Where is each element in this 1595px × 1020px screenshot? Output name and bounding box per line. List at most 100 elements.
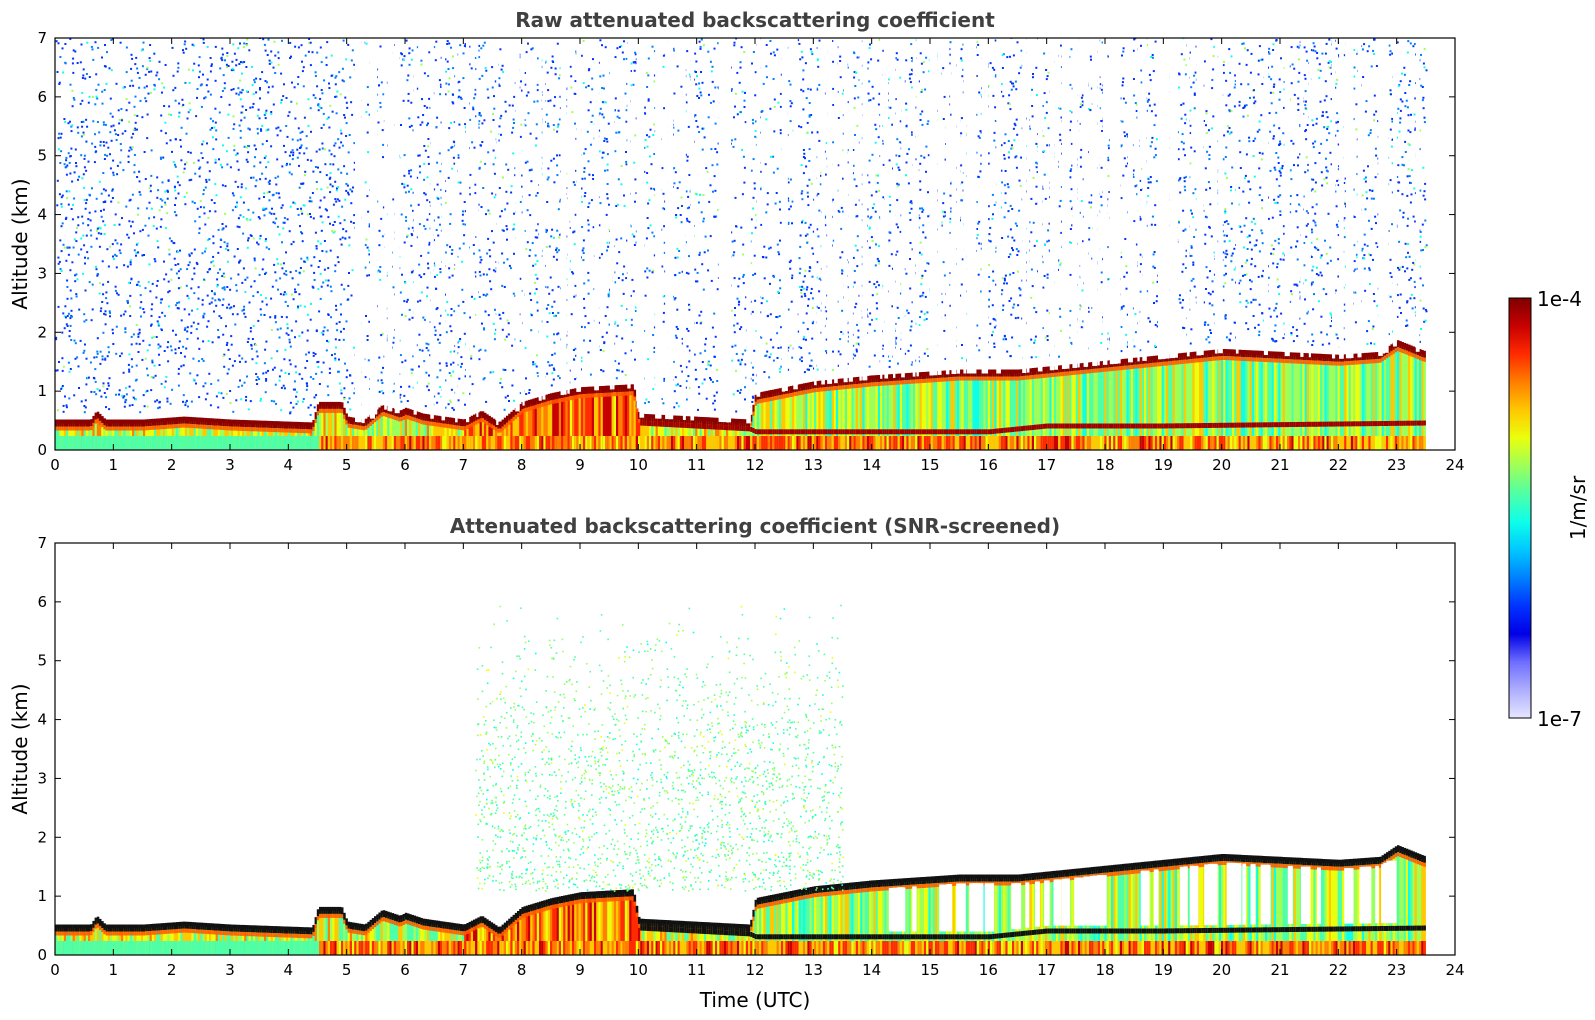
surface-layer-cell — [136, 436, 139, 450]
bl-top-edge — [1117, 366, 1121, 371]
bl-top-edge — [820, 387, 824, 392]
bl-top-edge — [1284, 359, 1288, 364]
surface-layer-cell — [206, 436, 210, 450]
surface-layer-cell — [778, 436, 782, 450]
bl-top-cell — [182, 416, 186, 424]
noise-pixel — [1231, 278, 1234, 281]
surface-layer-cell — [1355, 436, 1358, 450]
noise-pixel — [341, 79, 344, 82]
noise-pixel — [1276, 278, 1279, 281]
noise-pixel — [84, 289, 87, 292]
noise-pixel — [1041, 187, 1044, 190]
noise-pixel — [111, 243, 114, 246]
bl-top-cell — [213, 418, 216, 426]
noise-pixel — [583, 195, 586, 198]
bl-top-edge — [165, 424, 168, 429]
surface-layer-cell — [235, 436, 238, 450]
bl-top-cell — [580, 387, 584, 395]
lower-layer-cell — [979, 429, 982, 435]
noise-pixel — [737, 285, 740, 288]
noise-pixel — [65, 259, 68, 262]
mixed-layer-cell — [1300, 356, 1303, 450]
noise-pixel — [1006, 183, 1009, 186]
mixed-layer-cell — [1075, 367, 1079, 450]
bl-top-edge — [613, 392, 617, 397]
surface-layer-cell — [594, 436, 597, 450]
noise-pixel — [1005, 338, 1007, 341]
noise-pixel — [1101, 332, 1104, 335]
noise-pixel — [1354, 268, 1357, 271]
surface-layer-cell — [479, 436, 483, 450]
mixed-layer-cell — [195, 421, 199, 450]
surface-layer-cell — [1273, 436, 1277, 450]
noise-pixel — [265, 129, 268, 132]
noise-pixel — [1185, 175, 1188, 178]
bl-top-edge — [290, 428, 293, 433]
noise-pixel — [292, 154, 295, 157]
noise-pixel — [1278, 184, 1281, 187]
noise-pixel — [84, 343, 86, 346]
bl-top-edge — [536, 404, 540, 409]
noise-pixel — [147, 234, 150, 237]
noise-pixel — [224, 212, 227, 215]
lower-layer-cell — [1236, 422, 1239, 428]
bl-top-edge — [1124, 365, 1127, 370]
bl-top-cell — [554, 392, 557, 400]
lower-layer-cell — [1159, 423, 1162, 429]
mixed-layer-cell — [996, 373, 1000, 450]
bl-top-cell — [1295, 352, 1299, 360]
noise-pixel — [1100, 88, 1103, 91]
lower-layer-cell — [1075, 423, 1079, 429]
surface-layer-cell — [1383, 436, 1387, 450]
mixed-layer-cell — [1060, 369, 1063, 450]
bl-top-edge — [510, 418, 513, 423]
bl-top-cell — [679, 415, 683, 423]
mixed-layer-cell — [750, 418, 753, 450]
noise-pixel — [156, 196, 159, 199]
lower-layer-cell — [1106, 423, 1110, 429]
noise-pixel — [444, 379, 447, 382]
surface-layer-cell — [189, 436, 192, 450]
bl-top-cell — [1155, 355, 1158, 363]
noise-pixel — [919, 162, 922, 165]
noise-pixel — [426, 106, 429, 109]
lower-layer-cell — [1016, 426, 1019, 432]
surface-layer-cell — [226, 436, 230, 450]
noise-pixel — [583, 306, 586, 309]
noise-pixel — [274, 72, 277, 74]
surface-layer-cell — [596, 436, 599, 450]
lower-layer-cell — [671, 422, 674, 428]
mixed-layer-cell — [334, 405, 337, 450]
noise-pixel — [531, 47, 534, 50]
mixed-layer-cell — [1080, 367, 1083, 450]
mixed-layer-cell — [666, 419, 670, 450]
noise-pixel — [57, 42, 60, 45]
mixed-layer-cell — [1139, 361, 1143, 450]
mixed-layer-cell — [1355, 357, 1358, 450]
mixed-layer-cell — [803, 387, 806, 450]
lower-layer-cell — [946, 429, 949, 435]
noise-pixel — [267, 161, 270, 164]
surface-layer-cell — [574, 436, 577, 450]
bl-top-edge — [292, 428, 296, 433]
bl-top-edge — [363, 426, 366, 431]
lower-layer-cell — [1122, 423, 1125, 429]
mixed-layer-cell — [444, 420, 447, 450]
bl-top-cell — [1280, 351, 1283, 359]
surface-layer-cell — [440, 436, 443, 450]
bl-top-edge — [85, 426, 89, 431]
noise-pixel — [673, 406, 676, 409]
noise-pixel — [599, 349, 602, 351]
noise-pixel — [382, 93, 385, 96]
mixed-layer-cell — [871, 379, 874, 450]
bl-top-cell — [840, 378, 843, 386]
bl-top-edge — [222, 426, 225, 430]
surface-layer-cell — [950, 436, 953, 450]
noise-pixel — [70, 147, 73, 150]
mixed-layer-cell — [1157, 359, 1160, 450]
noise-pixel — [825, 338, 828, 341]
bl-top-edge — [226, 426, 230, 431]
bl-top-edge — [1040, 374, 1044, 379]
bl-top-edge — [811, 388, 815, 393]
noise-pixel — [789, 205, 792, 208]
